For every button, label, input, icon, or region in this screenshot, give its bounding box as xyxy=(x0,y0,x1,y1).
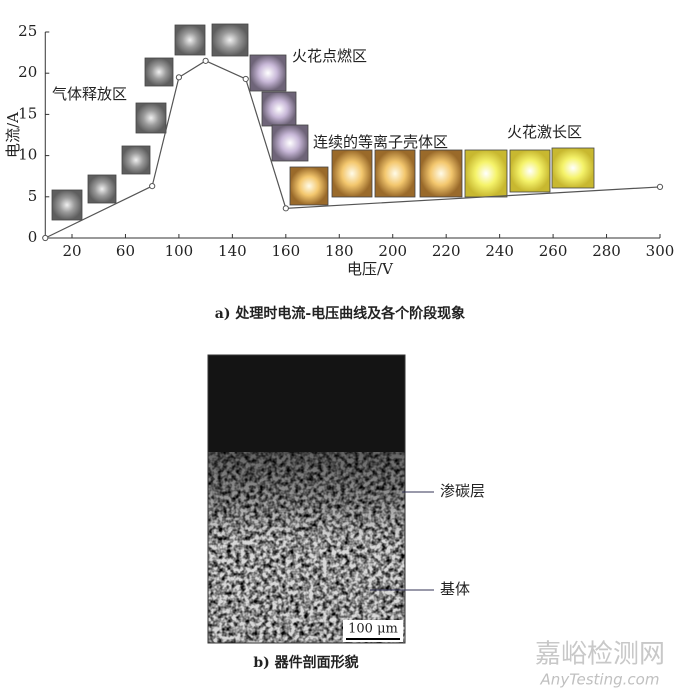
layer-label: 渗碳层 xyxy=(440,482,485,500)
phase-photo xyxy=(51,189,83,221)
x-tick-label: 280 xyxy=(592,242,621,260)
watermark-title: 嘉峪检测网 xyxy=(535,640,665,670)
zone-label: 火花点燃区 xyxy=(292,47,367,65)
phase-photos xyxy=(51,23,595,221)
phase-photo xyxy=(87,174,117,204)
x-tick-label: 100 xyxy=(165,242,194,260)
y-tick-label: 20 xyxy=(18,63,37,81)
watermark-url: AnyTesting.com xyxy=(540,671,660,689)
point xyxy=(202,57,209,64)
x-tick-label: 180 xyxy=(325,242,354,260)
x-axis-label: 电压/V xyxy=(347,260,394,278)
x-tick-label: 260 xyxy=(539,242,568,260)
y-tick-label: 15 xyxy=(18,104,37,122)
point xyxy=(149,182,156,190)
zone-label: 气体释放区 xyxy=(52,85,127,103)
scale-bar-box xyxy=(343,620,403,642)
phase-photo xyxy=(509,149,551,193)
phase-photo xyxy=(374,149,416,198)
micrograph: 100 μm 渗碳层 基体 b) 器件剖面形貌 xyxy=(207,354,485,671)
point xyxy=(42,234,49,242)
micrograph-top xyxy=(208,355,405,452)
x-tick-label: 140 xyxy=(218,242,247,260)
point xyxy=(656,183,664,191)
y-tick-label: 25 xyxy=(18,22,37,40)
caption: a) 处理时电流-电压曲线及各个阶段现象 xyxy=(215,305,465,322)
phase-photo xyxy=(261,91,297,127)
phase-photo xyxy=(331,149,373,198)
micrograph-frame xyxy=(207,354,406,644)
x-tick-label: 220 xyxy=(432,242,461,260)
x-tick-label: 200 xyxy=(378,242,407,260)
phase-photo xyxy=(464,149,508,198)
phase-photo xyxy=(289,166,329,206)
phase-photo xyxy=(551,147,595,189)
zone-label: 火花激长区 xyxy=(507,123,582,141)
point xyxy=(175,74,183,81)
x-tick-label: 160 xyxy=(271,242,300,260)
x-tick-label: 240 xyxy=(485,242,514,260)
x-tick-label: 60 xyxy=(116,242,135,260)
y-tick-label: 5 xyxy=(28,187,38,205)
phase-photo xyxy=(144,57,174,87)
zone-label: 连续的等离子壳体区 xyxy=(313,133,448,151)
x-tick-label: 300 xyxy=(646,242,675,260)
point xyxy=(242,75,249,83)
point xyxy=(282,205,289,212)
caption: b) 器件剖面形貌 xyxy=(253,654,358,671)
phase-photo xyxy=(211,23,249,57)
phase-photo xyxy=(121,145,151,175)
layer-label: 基体 xyxy=(440,580,470,598)
y-tick-label: 0 xyxy=(28,228,38,246)
phase-photo xyxy=(135,102,167,134)
y-axis-label: 电流/A xyxy=(4,112,22,158)
phase-photo xyxy=(174,24,206,56)
y-tick-label: 10 xyxy=(18,146,37,164)
x-tick-label: 20 xyxy=(62,242,81,260)
phase-photo xyxy=(271,124,309,162)
phase-photo xyxy=(419,149,463,198)
chart: 电压/V 电流/A a) 处理时电流-电压曲线及各个阶段现象 0 5 10 15 20 2… xyxy=(4,22,674,322)
scale-bar-label: 100 μm xyxy=(348,622,398,637)
phase-photo xyxy=(249,54,287,92)
carburized-shade xyxy=(208,450,405,540)
